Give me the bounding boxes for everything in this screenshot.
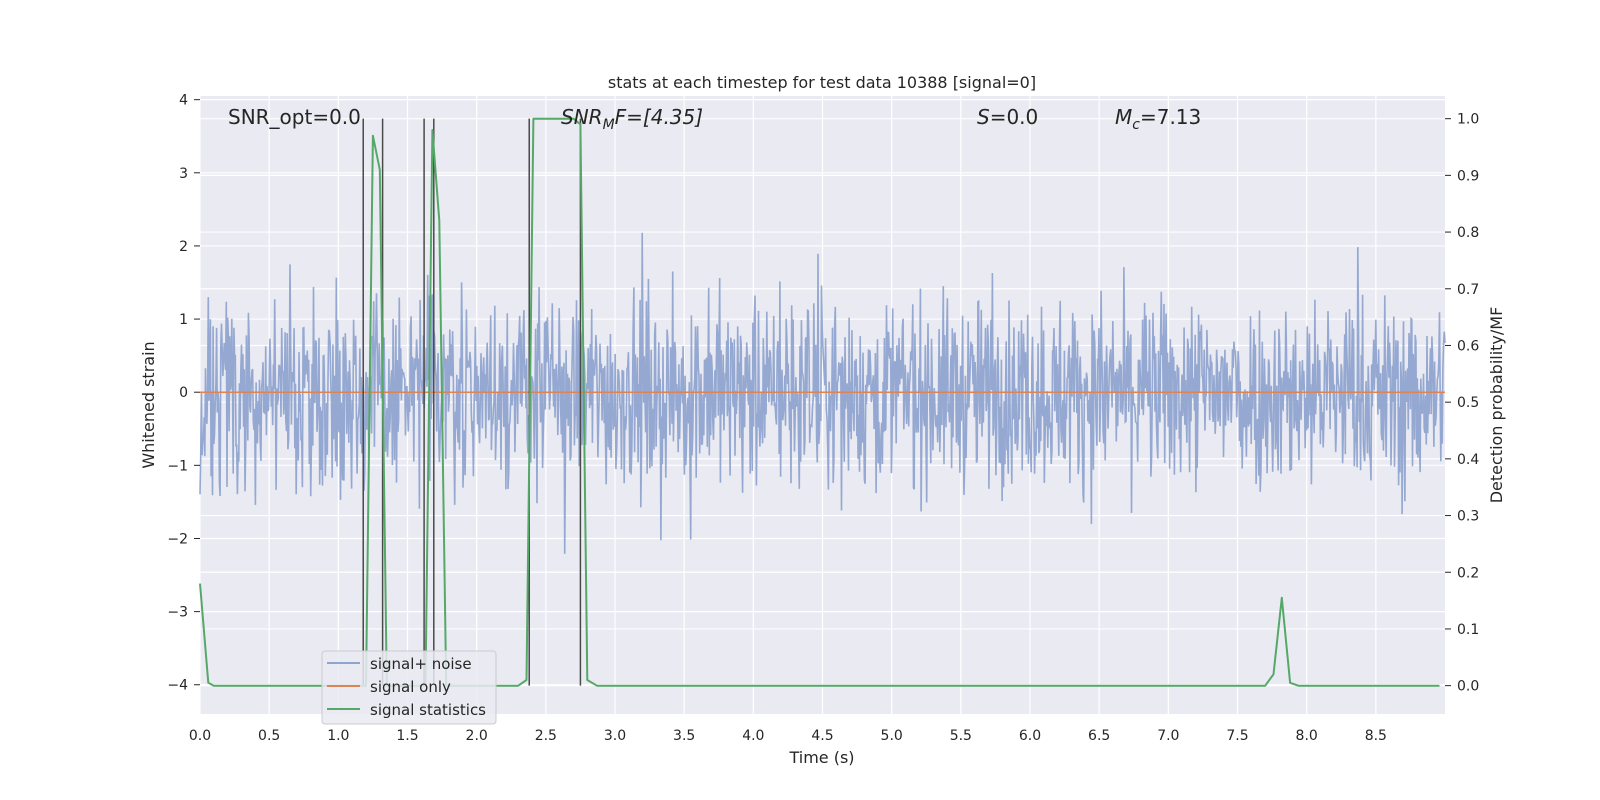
y-right-tick-label: 0.2	[1457, 565, 1479, 581]
x-tick-label: 7.5	[1226, 728, 1248, 744]
y-left-tick-label: 0	[179, 385, 188, 401]
x-tick-label: 7.0	[1157, 728, 1179, 744]
x-tick-label: 4.5	[811, 728, 833, 744]
annotation-mc: Mc=7.13	[1115, 105, 1201, 133]
x-axis-label: Time (s)	[788, 748, 854, 767]
y-right-tick-labels: 1.0 0.9 0.8 0.7 0.6 0.5 0.4 0.3 0.2 0.1 0.0	[1445, 112, 1479, 695]
signal-noise-line	[199, 232, 1446, 554]
y-right-tick-label: 0.8	[1457, 225, 1479, 241]
y-left-tick-label: −4	[167, 678, 188, 694]
legend-label-signal-only: signal only	[370, 678, 451, 696]
legend-box	[321, 650, 497, 725]
x-tick-label: 0.0	[189, 728, 211, 744]
legend-label-signal-noise: signal+ noise	[370, 655, 472, 673]
y-left-tick-label: 4	[179, 93, 188, 109]
y-left-tick-label: 3	[179, 166, 188, 182]
annotation-snr-mf-sub: M	[603, 117, 615, 133]
x-tick-labels: 0.0 0.5 1.0 1.5 2.0 2.5 3.0 3.5 4.0 4.5 5.0 5.5 6.0 6…	[189, 728, 1387, 744]
x-tick-label: 8.5	[1365, 728, 1387, 744]
annotation-s: S=0.0	[977, 105, 1038, 129]
x-tick-label: 6.5	[1088, 728, 1110, 744]
annotation-mc-main: M	[1115, 105, 1132, 129]
x-tick-label: 4.0	[742, 728, 764, 744]
annotation-mc-sub: c	[1132, 117, 1140, 133]
y-axis-left-label: Whitened strain	[139, 341, 158, 468]
y-left-tick-label: 2	[179, 239, 188, 255]
annotation-snr-opt: SNR_opt=0.0	[228, 105, 361, 129]
y-right-tick-label: 0.1	[1457, 622, 1479, 638]
y-left-tick-labels: 4 3 2 1 0 −1 −2 −3 −4	[167, 93, 200, 694]
y-axis-right-label: Detection probability/MF	[1487, 307, 1506, 504]
x-tick-label: 8.0	[1296, 728, 1318, 744]
annotation-snr-mf-rest: F=[4.35]	[615, 105, 703, 129]
x-tick-label: 3.5	[673, 728, 695, 744]
annotation-s-rest: =0.0	[990, 105, 1039, 129]
y-right-tick-label: 0.4	[1457, 452, 1479, 468]
y-right-tick-label: 0.5	[1457, 395, 1479, 411]
annotation-snr-mf: SNRMF=[4.35]	[561, 105, 703, 133]
y-left-tick-label: −1	[167, 458, 188, 474]
y-right-tick-label: 0.0	[1457, 679, 1479, 695]
x-tick-label: 5.0	[881, 728, 903, 744]
x-tick-label: 0.5	[258, 728, 280, 744]
annotation-mc-rest: =7.13	[1140, 105, 1201, 129]
annotation-s-italic: S	[977, 105, 990, 129]
annotation-snr-mf-main: SNR	[561, 105, 603, 129]
chart-title: stats at each timestep for test data 103…	[608, 73, 1036, 92]
x-tick-label: 1.5	[396, 728, 418, 744]
x-tick-label: 2.5	[535, 728, 557, 744]
x-tick-label: 2.0	[466, 728, 488, 744]
y-right-tick-label: 0.9	[1457, 168, 1479, 184]
signal-noise-series	[199, 232, 1446, 554]
legend-label-signal-statistics: signal statistics	[370, 701, 486, 719]
y-right-tick-label: 1.0	[1457, 112, 1479, 128]
y-right-tick-label: 0.3	[1457, 509, 1479, 525]
y-left-tick-label: 1	[179, 312, 188, 328]
y-right-tick-label: 0.7	[1457, 282, 1479, 298]
x-tick-label: 5.5	[950, 728, 972, 744]
legend: signal+ noise signal only signal statist…	[321, 650, 497, 725]
y-left-tick-label: −3	[167, 605, 188, 621]
x-tick-label: 1.0	[327, 728, 349, 744]
x-tick-label: 6.0	[1019, 728, 1041, 744]
y-left-tick-label: −2	[167, 531, 188, 547]
x-tick-label: 3.0	[604, 728, 626, 744]
y-right-tick-label: 0.6	[1457, 338, 1479, 354]
